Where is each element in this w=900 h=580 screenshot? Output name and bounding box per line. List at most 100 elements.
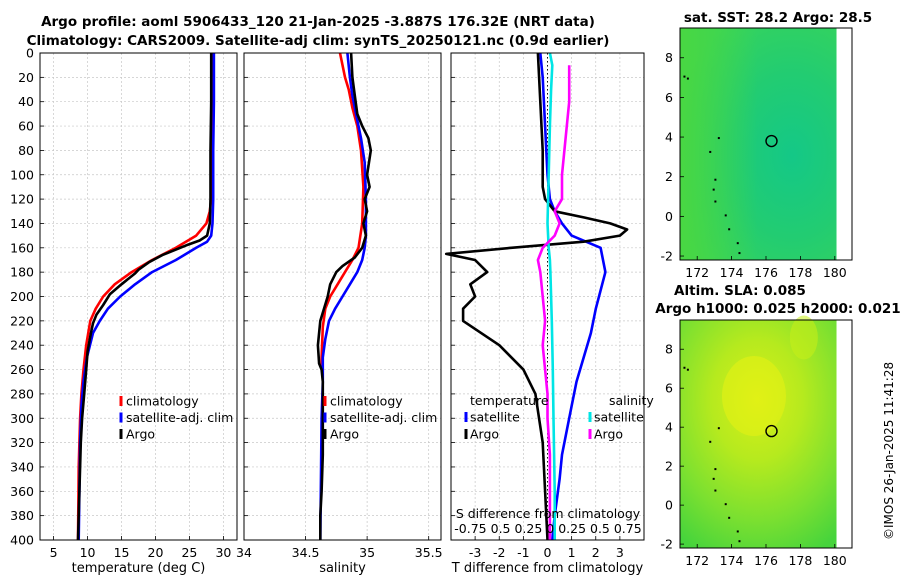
island-mark [712, 188, 715, 191]
sla-map-subtitle: Argo h1000: 0.025 h2000: 0.021 [655, 301, 900, 317]
map-field-overlay [680, 28, 852, 260]
island-mark [717, 137, 720, 140]
series-line-argo [76, 53, 213, 541]
map-box [679, 27, 853, 261]
map-y-tick-label: 2 [665, 169, 673, 184]
x-tick-label: 1 [568, 545, 576, 560]
depth-tick-label: 20 [18, 70, 34, 85]
x-tick-label: 34 [236, 545, 252, 560]
x-tick-label: 35 [359, 545, 375, 560]
legend-label: Argo [330, 427, 359, 442]
map-nodata-strip [836, 28, 852, 260]
island-mark [686, 77, 689, 80]
argo-location-marker [765, 134, 778, 148]
island-mark [738, 252, 741, 255]
x-tick-label: 34.5 [292, 545, 320, 560]
depth-tick-label: 220 [10, 313, 34, 328]
x-tick-label: 3 [616, 545, 624, 560]
series-line-salinity-argo [536, 65, 571, 540]
x-tick-label: -2 [493, 545, 505, 560]
legend-title-temperature: temperature [470, 393, 549, 408]
axes-box [243, 52, 442, 541]
depth-tick-label: 400 [10, 533, 34, 548]
difference-panel: -3 -2 -1 0 1 2 3T difference from climatology t… [444, 52, 654, 576]
map-y-tick-label: 6 [665, 90, 673, 105]
depth-tick-label: 320 [10, 435, 34, 450]
legend-label: satellite-adj. clim [330, 410, 437, 425]
island-mark [709, 440, 712, 443]
island-mark [683, 366, 686, 369]
island-mark [717, 427, 720, 430]
depth-tick-label: 300 [10, 411, 34, 426]
island-mark [709, 150, 712, 153]
depth-tick-label: 60 [18, 119, 34, 134]
axes-box [450, 52, 645, 541]
map-field [680, 320, 852, 548]
series-line-satellite-adj-clim [319, 52, 368, 541]
top-axis-label: S difference from climatology [456, 506, 641, 521]
sla-map-panel: 172 174 176 178 180 -2 0 2 4 6 8 Altim. SLA: 0.085 A… [655, 283, 900, 568]
depth-tick-label: 180 [10, 265, 34, 280]
x-axis-label: salinity [319, 561, 366, 576]
depth-tick-label: 200 [10, 289, 34, 304]
map-y-tick-label: 4 [665, 420, 673, 435]
map-anomaly-blob [789, 315, 818, 360]
island-mark [736, 242, 739, 245]
x-axis-label: T difference from climatology [451, 561, 644, 576]
island-mark [714, 489, 717, 492]
depth-tick-label: 360 [10, 484, 34, 499]
copyright-stamp: ©IMOS 26-Jan-2025 11:41:28 [882, 362, 896, 540]
series-line-temperature-argo [444, 52, 629, 541]
depth-tick-label: 340 [10, 459, 34, 474]
series-line-salinity-satellite [546, 52, 557, 540]
legend-title-salinity: salinity [609, 393, 654, 408]
map-x-tick-label: 174 [720, 553, 744, 568]
x-tick-label: 20 [148, 545, 164, 560]
map-y-tick-label: 8 [665, 342, 673, 357]
legend-label: satellite-adj. clim [126, 410, 233, 425]
island-mark [738, 540, 741, 543]
series-line-argo [316, 52, 373, 540]
depth-tick-label: 160 [10, 240, 34, 255]
x-tick-label: 15 [114, 545, 130, 560]
map-x-tick-label: 178 [788, 265, 812, 280]
map-y-tick-label: -2 [661, 537, 673, 552]
series-line-climatology [320, 52, 365, 370]
depth-tick-label: 140 [10, 216, 34, 231]
depth-tick-label: 240 [10, 338, 34, 353]
island-mark [728, 516, 731, 519]
figure-title-line1: Argo profile: aoml 5906433_120 21-Jan-20… [41, 14, 595, 30]
depth-tick-label: 80 [18, 143, 34, 158]
axes-box [39, 52, 238, 541]
map-x-tick-label: 180 [823, 553, 847, 568]
map-y-tick-label: 2 [665, 459, 673, 474]
depth-tick-label: 100 [10, 167, 34, 182]
map-y-tick-label: 0 [665, 209, 673, 224]
legend-label: climatology [126, 394, 199, 409]
top-axis-tick-labels: -0.75 0.5 0.25 0 0.25 0.5 0.75 [454, 521, 641, 536]
x-tick-label: 30 [215, 545, 231, 560]
map-y-tick-label: -2 [661, 249, 673, 264]
series-line-satellite-adj-clim [77, 53, 216, 541]
legend-label: climatology [330, 394, 403, 409]
map-y-tick-label: 0 [665, 498, 673, 513]
legend-label: satellite [594, 410, 644, 425]
depth-tick-label: 380 [10, 508, 34, 523]
temperature-panel: 0 20 40 60 80 100 120 140 160 180 200 220 240 260 280 3… [10, 46, 238, 576]
x-tick-label: 5 [50, 545, 58, 560]
figure-title-line2: Climatology: CARS2009. Satellite-adj cli… [27, 33, 610, 49]
sst-map-title: sat. SST: 28.2 Argo: 28.5 [684, 10, 872, 26]
depth-tick-label: 120 [10, 192, 34, 207]
map-nodata-strip [836, 320, 852, 548]
island-mark [724, 214, 727, 217]
map-y-tick-label: 6 [665, 381, 673, 396]
depth-tick-label: 40 [18, 94, 34, 109]
island-mark [724, 503, 727, 506]
map-x-tick-label: 178 [788, 553, 812, 568]
island-mark [714, 200, 717, 203]
map-x-tick-label: 172 [685, 553, 709, 568]
x-tick-label: -3 [469, 545, 481, 560]
map-x-tick-label: 180 [823, 265, 847, 280]
map-box [679, 319, 853, 549]
